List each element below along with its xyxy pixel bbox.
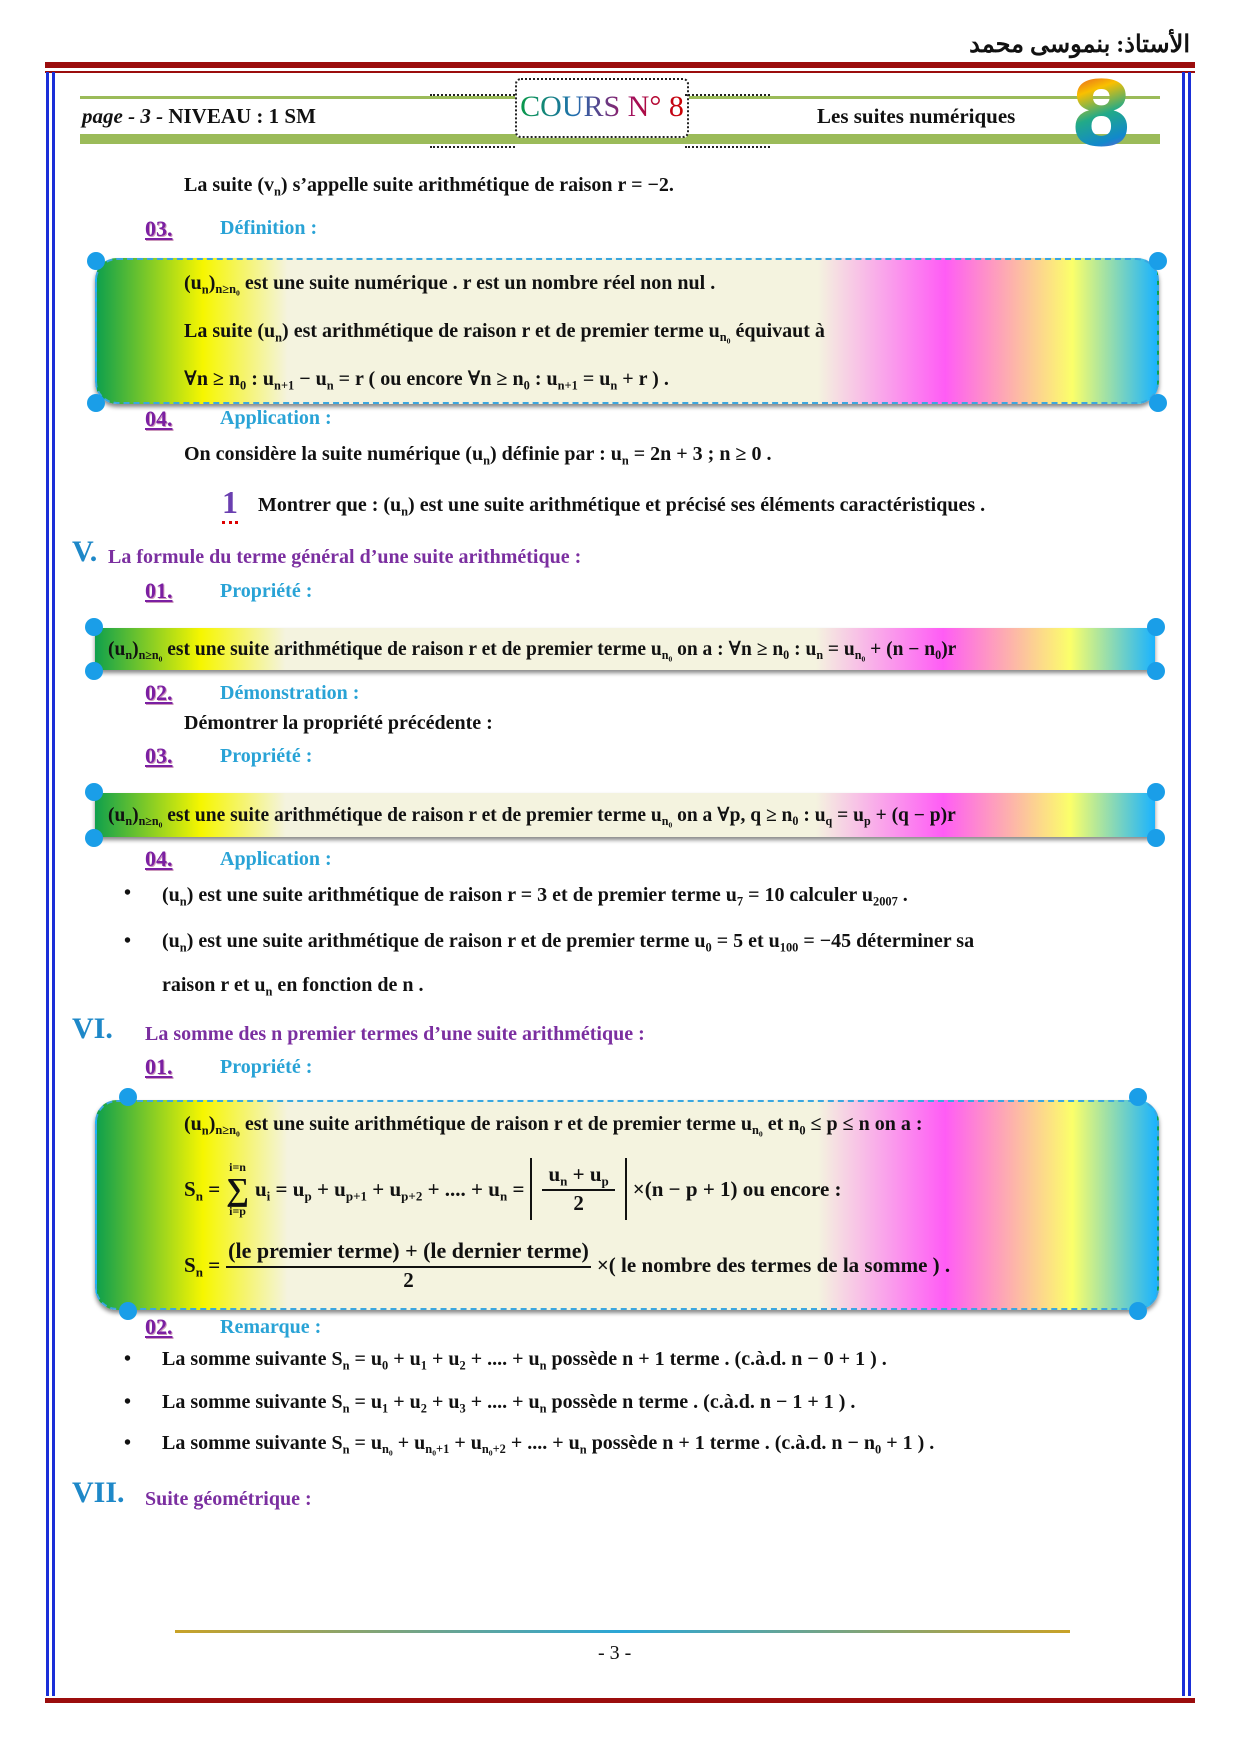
def-line-3: ∀n ≥ n0 : un+1 − un = r ( ou encore ∀n ≥… [184, 368, 669, 393]
num-v01: 01. [145, 578, 173, 603]
section-vii-title: Suite géométrique : [145, 1488, 312, 1510]
v02-title: Démonstration : [220, 682, 360, 704]
fraction-denominator-2: 2 [403, 1268, 414, 1292]
footer-rule [175, 1630, 1070, 1633]
app2-item-2: (un) est une suite arithmétique de raiso… [162, 930, 975, 955]
vi01-title: Propriété : [220, 1056, 313, 1078]
course-title: COURS N° 8 [520, 90, 684, 123]
app2-item-1: (un) est une suite arithmétique de raiso… [162, 884, 908, 909]
fraction-numerator-2: (le premier terme) + (le dernier terme) [226, 1238, 591, 1268]
definition-title: Définition : [220, 217, 318, 239]
remark-2: La somme suivante Sn = u1 + u2 + u3 + ..… [162, 1391, 856, 1416]
course-ribbon: COURS N° 8 [515, 78, 689, 138]
bracket-fraction: un + up 2 [530, 1158, 627, 1220]
page-number: - 3 - [598, 1642, 632, 1664]
num-03: 03. [145, 216, 173, 241]
sigma: i=n ∑ i=p [226, 1161, 249, 1217]
section-v-title: La formule du terme général d’une suite … [108, 546, 582, 568]
app2-item-2-cont: raison r et un en fonction de n . [162, 974, 424, 999]
sigma-upper: i=n [229, 1160, 246, 1174]
property-box-2 [85, 783, 1165, 847]
bullet: • [124, 1391, 132, 1413]
demo-line: Démontrer la propriété précédente : [184, 712, 493, 734]
section-v-numeral: V. [72, 535, 98, 568]
top-rule-thin [45, 71, 1195, 73]
ribbon-right-tail [685, 94, 770, 148]
property-1-text: (un)n≥n0 est une suite arithmétique de r… [108, 639, 957, 664]
subject-title: Les suites numériques [817, 104, 1016, 128]
vi02-title: Remarque : [220, 1316, 322, 1338]
num-v03: 03. [145, 743, 173, 768]
frame-left-inner [52, 72, 55, 1696]
fraction-numerator: un + up [542, 1162, 615, 1191]
page-label: page - 3 - [82, 104, 164, 128]
sigma-lower: i=p [229, 1204, 246, 1218]
sn-label-2: Sn = [184, 1253, 221, 1280]
sum-formula-1: Sn = i=n ∑ i=p ui = up + up+1 + up+2 + .… [184, 1158, 842, 1220]
app1-task: Montrer que : (un) est une suite arithmé… [258, 494, 986, 519]
bullet: • [124, 1432, 132, 1454]
num-v02: 02. [145, 680, 173, 705]
app1-line: On considère la suite numérique (un) déf… [184, 443, 772, 468]
fraction-denominator: 2 [573, 1191, 584, 1215]
section-vi-numeral: VI. [72, 1012, 113, 1045]
intro-line: La suite (vn) s’appelle suite arithmétiq… [184, 174, 674, 199]
frame-left [46, 72, 49, 1696]
sum-formula-2: Sn = (le premier terme) + (le dernier te… [184, 1238, 950, 1293]
author-name: الأستاذ: بنموسى محمد [969, 32, 1190, 58]
words-fraction: (le premier terme) + (le dernier terme) … [226, 1238, 591, 1293]
exercise-marker: 1 [222, 484, 238, 524]
property-2-text: (un)n≥n0 est une suite arithmétique de r… [108, 805, 956, 830]
bullet: • [124, 930, 132, 952]
bottom-rule [45, 1698, 1195, 1703]
section-vii-numeral: VII. [72, 1476, 125, 1509]
bullet: • [124, 882, 132, 904]
v03-title: Propriété : [220, 745, 313, 767]
remark-3: La somme suivante Sn = un0 + un0+1 + un0… [162, 1432, 935, 1459]
num-04: 04. [145, 406, 173, 431]
sn-label: Sn = [184, 1176, 221, 1204]
header-band-bottom [80, 134, 1160, 144]
frame-right-inner [1188, 72, 1191, 1696]
frame-right [1182, 72, 1185, 1696]
property-box-1 [85, 618, 1165, 680]
sum-property-box [95, 1088, 1159, 1320]
sigma-symbol: ∑ [226, 1171, 249, 1207]
niveau-label: NIVEAU : 1 SM [168, 104, 316, 128]
header-left: page - 3 - NIVEAU : 1 SM [82, 104, 316, 129]
num-v04: 04. [145, 846, 173, 871]
top-rule [45, 62, 1195, 68]
v04-title: Application : [220, 848, 332, 870]
num-vi02: 02. [145, 1314, 173, 1339]
application-title: Application : [220, 407, 332, 429]
def-line-2: La suite (un) est arithmétique de raison… [184, 320, 825, 347]
section-vi-title: La somme des n premier termes d’une suit… [145, 1023, 645, 1045]
sum-expression: ui = up + up+1 + up+2 + .... + un = [254, 1176, 525, 1204]
sum-tail-2: ×( le nombre des termes de la somme ) . [596, 1253, 951, 1277]
definition-box [87, 252, 1167, 412]
sum-line-1: (un)n≥n0 est une suite arithmétique de r… [184, 1113, 923, 1140]
num-vi01: 01. [145, 1054, 173, 1079]
ribbon-left-tail [430, 94, 515, 148]
remark-1: La somme suivante Sn = u0 + u1 + u2 + ..… [162, 1348, 887, 1373]
def-line-1: (un)n≥n0 est une suite numérique . r est… [184, 272, 716, 299]
logo-eight: 8 [1070, 62, 1133, 167]
bullet: • [124, 1348, 132, 1370]
v01-title: Propriété : [220, 580, 313, 602]
sum-tail: ×(n − p + 1) ou encore : [632, 1176, 842, 1201]
